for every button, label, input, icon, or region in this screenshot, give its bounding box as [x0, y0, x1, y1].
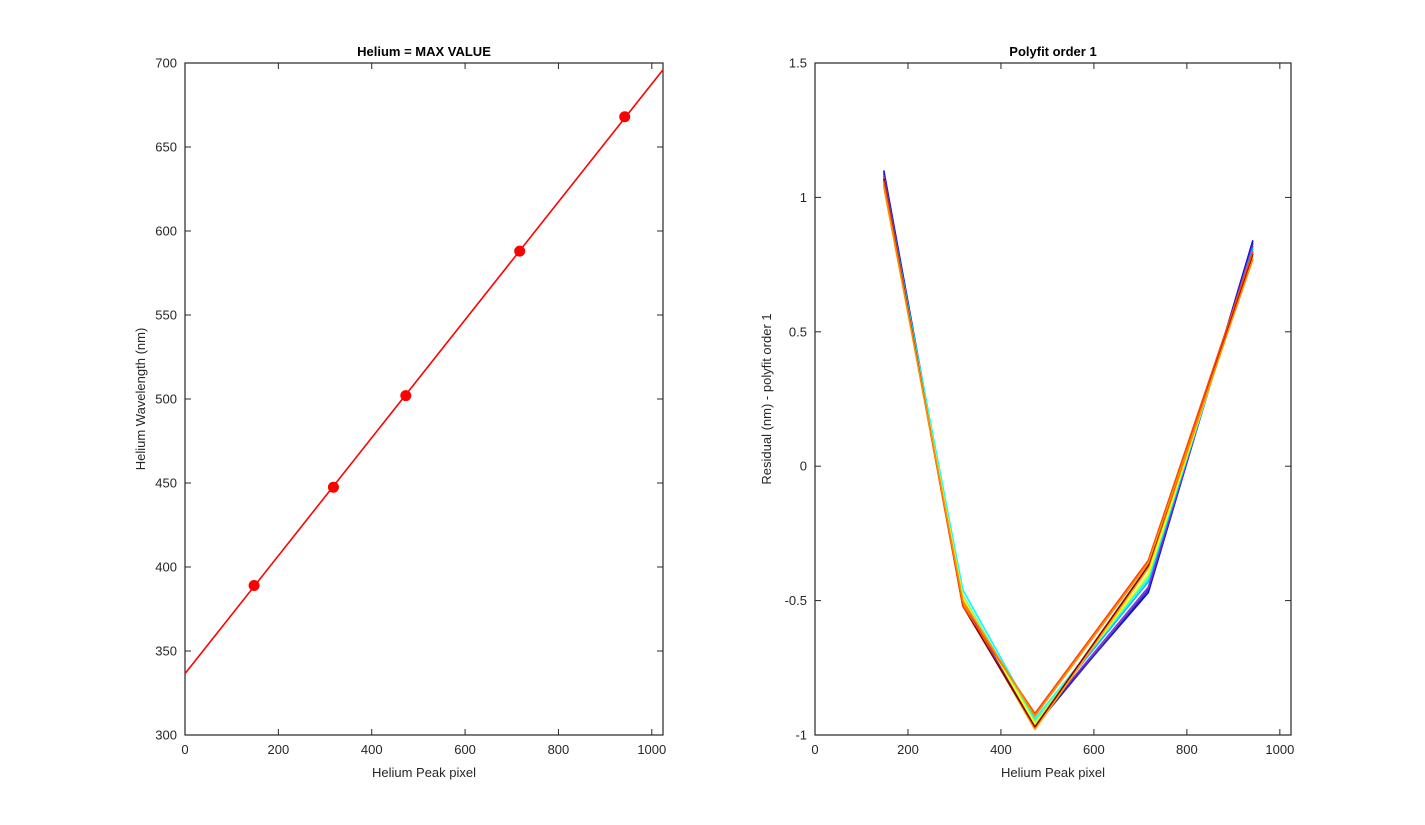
- calibration-plot-y-tick-label: 600: [155, 224, 177, 239]
- residual-plot-x-tick-label: 400: [990, 742, 1012, 757]
- calibration-plot-x-tick-label: 1000: [637, 742, 666, 757]
- calibration-plot-y-tick-label: 550: [155, 308, 177, 323]
- residual-plot-x-tick-label: 1000: [1265, 742, 1294, 757]
- residual-plot-x-tick-label: 800: [1176, 742, 1198, 757]
- calibration-data-point: [400, 390, 412, 402]
- calibration-plot: 0 200 400 600 800 1000 300 350 400 450 500 550 600 65…: [133, 44, 666, 780]
- residual-plot-y-tick-label: -0.5: [785, 593, 807, 608]
- calibration-plot-y-tick-label: 700: [155, 56, 177, 71]
- calibration-plot-x-axis-label: Helium Peak pixel: [372, 765, 476, 780]
- residual-plot-data: [883, 170, 1254, 731]
- residual-plot-x-tick-label: 200: [897, 742, 919, 757]
- residual-plot-x-axis-label: Helium Peak pixel: [1001, 765, 1105, 780]
- residual-plot-y-axis-label: Residual (nm) - polyfit order 1: [759, 313, 774, 484]
- residual-plot-axes-box: [814, 62, 1292, 736]
- calibration-plot-y-tick-label: 500: [155, 392, 177, 407]
- residual-series-line: [883, 186, 1254, 718]
- calibration-plot-y-tick-label: 450: [155, 476, 177, 491]
- calibration-plot-ticks: 0 200 400 600 800 1000 300 350 400 450 500 550 600 65…: [155, 56, 666, 758]
- calibration-data-point: [248, 579, 260, 591]
- calibration-plot-y-tick-label: 350: [155, 644, 177, 659]
- residual-plot-y-tick-label: 1: [800, 190, 807, 205]
- calibration-plot-y-tick-label: 650: [155, 140, 177, 155]
- calibration-plot-y-axis-label: Helium Wavelength (nm): [133, 328, 148, 471]
- residual-plot-y-tick-label: -1: [795, 728, 807, 743]
- calibration-plot-y-tick-label: 400: [155, 560, 177, 575]
- calibration-data-point: [327, 481, 339, 493]
- residual-plot-y-tick-label: 0.5: [789, 324, 807, 339]
- residual-plot-title: Polyfit order 1: [1009, 44, 1096, 59]
- residual-plot-x-tick-label: 600: [1083, 742, 1105, 757]
- calibration-plot-x-tick-label: 600: [454, 742, 476, 757]
- residual-plot-ticks: 0 200 400 600 800 1000 -1 -0.5 0 0.5 1 1.5: [785, 56, 1295, 758]
- calibration-data-point: [514, 245, 526, 257]
- residual-plot-x-tick-label: 0: [811, 742, 818, 757]
- calibration-plot-x-tick-label: 0: [181, 742, 188, 757]
- calibration-plot-x-tick-label: 200: [268, 742, 290, 757]
- residual-plot-y-tick-label: 0: [800, 459, 807, 474]
- calibration-fit-line: [184, 69, 664, 675]
- calibration-plot-axes-box: [184, 62, 664, 736]
- residual-plot: 0 200 400 600 800 1000 -1 -0.5 0 0.5 1 1.5 Polyfit …: [759, 44, 1294, 780]
- residual-plot-y-tick-label: 1.5: [789, 56, 807, 71]
- calibration-data-point: [619, 111, 631, 123]
- calibration-plot-x-tick-label: 400: [361, 742, 383, 757]
- calibration-plot-x-tick-label: 800: [548, 742, 570, 757]
- calibration-plot-title: Helium = MAX VALUE: [357, 44, 491, 59]
- calibration-plot-data: [184, 69, 664, 675]
- calibration-plot-y-tick-label: 300: [155, 728, 177, 743]
